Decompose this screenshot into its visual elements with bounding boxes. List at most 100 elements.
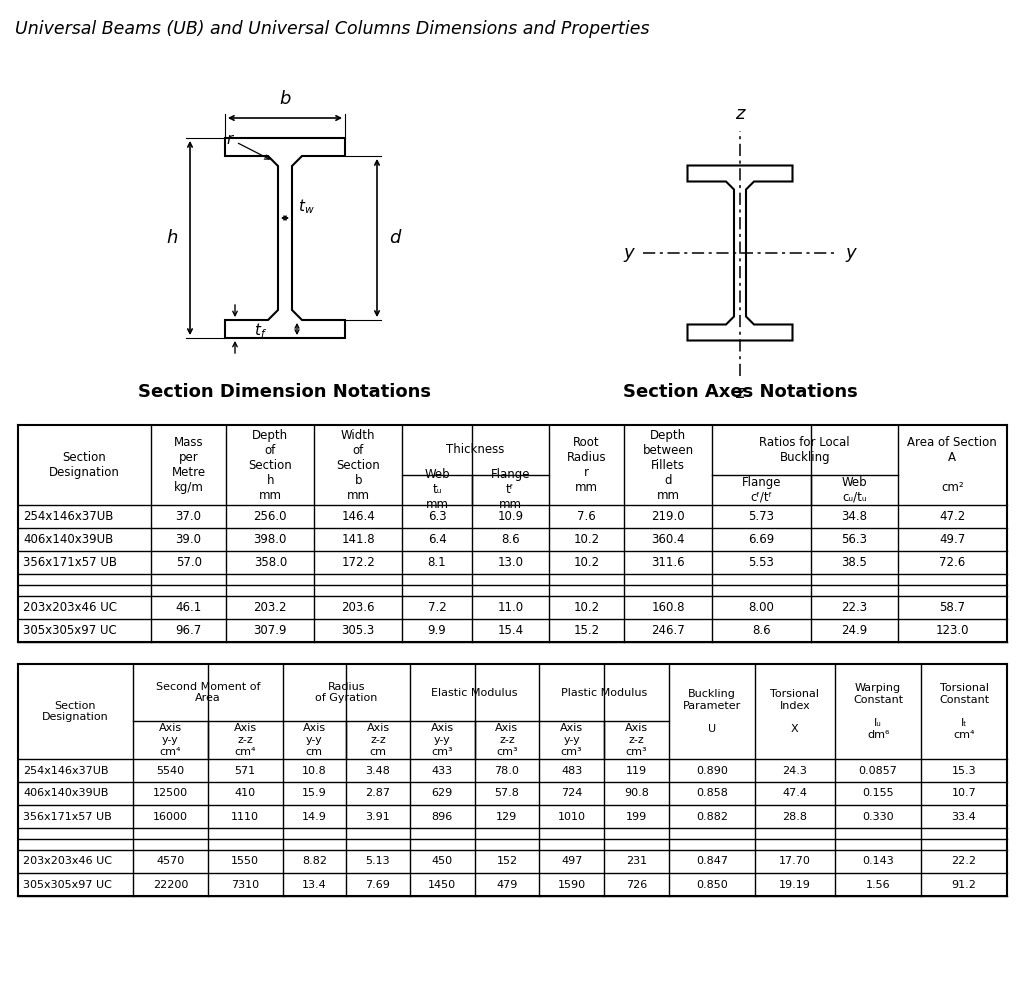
Text: 22.2: 22.2 [951, 856, 977, 866]
Text: Axis
z-z
cm: Axis z-z cm [367, 724, 389, 756]
Text: 7.2: 7.2 [428, 601, 446, 614]
Text: 203x203x46 UC: 203x203x46 UC [23, 601, 117, 614]
Text: 305x305x97 UC: 305x305x97 UC [23, 624, 117, 637]
Text: 724: 724 [561, 788, 583, 798]
Text: y: y [624, 244, 635, 262]
Text: Axis
y-y
cm³: Axis y-y cm³ [431, 724, 454, 756]
Text: 33.4: 33.4 [951, 811, 977, 821]
Text: 72.6: 72.6 [939, 556, 966, 569]
Text: 246.7: 246.7 [651, 624, 685, 637]
Text: 56.3: 56.3 [842, 533, 867, 546]
Text: t$_w$: t$_w$ [298, 198, 314, 216]
Text: 10.2: 10.2 [573, 556, 599, 569]
Text: 10.9: 10.9 [498, 510, 523, 523]
Text: 2.87: 2.87 [366, 788, 390, 798]
Text: t$_f$: t$_f$ [254, 321, 267, 340]
Text: 3.48: 3.48 [366, 765, 390, 775]
Text: 219.0: 219.0 [651, 510, 685, 523]
Text: 119: 119 [626, 765, 647, 775]
Text: 356x171x57 UB: 356x171x57 UB [23, 811, 112, 821]
Text: 38.5: 38.5 [842, 556, 867, 569]
Text: 49.7: 49.7 [939, 533, 966, 546]
Text: Axis
y-y
cm⁴: Axis y-y cm⁴ [159, 724, 182, 756]
Text: 15.2: 15.2 [573, 624, 599, 637]
Text: 9.9: 9.9 [428, 624, 446, 637]
Text: 24.3: 24.3 [782, 765, 807, 775]
Text: z: z [735, 105, 744, 123]
Text: 433: 433 [431, 765, 453, 775]
Text: Thickness: Thickness [446, 443, 505, 456]
Text: Torsional
Constant

Iₜ
cm⁴: Torsional Constant Iₜ cm⁴ [939, 684, 989, 740]
Text: 5540: 5540 [157, 765, 184, 775]
Text: 479: 479 [497, 879, 517, 889]
Text: 305.3: 305.3 [342, 624, 375, 637]
Text: Flange
cᶠ/tᶠ: Flange cᶠ/tᶠ [741, 476, 781, 504]
Text: 1450: 1450 [428, 879, 457, 889]
Text: 123.0: 123.0 [936, 624, 969, 637]
Text: 37.0: 37.0 [176, 510, 202, 523]
Text: 1590: 1590 [558, 879, 586, 889]
Text: 450: 450 [431, 856, 453, 866]
Text: 34.8: 34.8 [842, 510, 867, 523]
Text: Elastic Modulus: Elastic Modulus [431, 688, 518, 698]
Text: 10.8: 10.8 [302, 765, 327, 775]
Text: 8.6: 8.6 [501, 533, 519, 546]
Text: 47.2: 47.2 [939, 510, 966, 523]
Text: 8.82: 8.82 [302, 856, 327, 866]
Text: Buckling
Parameter

U: Buckling Parameter U [683, 689, 741, 734]
Text: 0.143: 0.143 [862, 856, 894, 866]
Text: Warping
Constant

Iᵤ
dm⁶: Warping Constant Iᵤ dm⁶ [853, 684, 903, 740]
Text: 497: 497 [561, 856, 583, 866]
Text: 398.0: 398.0 [254, 533, 287, 546]
Text: 57.8: 57.8 [495, 788, 519, 798]
Text: 96.7: 96.7 [175, 624, 202, 637]
Text: 6.69: 6.69 [749, 533, 774, 546]
Text: 141.8: 141.8 [341, 533, 375, 546]
Text: Plastic Modulus: Plastic Modulus [561, 688, 647, 698]
Text: 0.155: 0.155 [862, 788, 894, 798]
Text: Second Moment of
Area: Second Moment of Area [156, 682, 260, 704]
Text: 15.9: 15.9 [302, 788, 327, 798]
Text: 15.4: 15.4 [498, 624, 523, 637]
Text: Web
tᵤ
mm: Web tᵤ mm [424, 468, 450, 511]
Text: 19.19: 19.19 [779, 879, 811, 889]
Text: 410: 410 [234, 788, 256, 798]
Text: 15.3: 15.3 [951, 765, 976, 775]
Text: Depth
between
Fillets
d
mm: Depth between Fillets d mm [642, 428, 693, 502]
Text: 8.00: 8.00 [749, 601, 774, 614]
Text: 0.847: 0.847 [695, 856, 728, 866]
Text: 13.0: 13.0 [498, 556, 523, 569]
Text: 483: 483 [561, 765, 583, 775]
Text: 90.8: 90.8 [624, 788, 649, 798]
Text: 16000: 16000 [153, 811, 187, 821]
Text: 11.0: 11.0 [498, 601, 523, 614]
Text: 203x203x46 UC: 203x203x46 UC [23, 856, 112, 866]
Text: 1010: 1010 [558, 811, 586, 821]
Text: 172.2: 172.2 [341, 556, 375, 569]
Text: 203.2: 203.2 [254, 601, 287, 614]
Text: Section
Designation: Section Designation [49, 451, 120, 479]
Text: Axis
y-y
cm³: Axis y-y cm³ [560, 724, 584, 756]
Text: 160.8: 160.8 [651, 601, 685, 614]
Text: d: d [389, 229, 400, 247]
Text: Section
Designation: Section Designation [42, 701, 109, 723]
Text: 39.0: 39.0 [176, 533, 202, 546]
Text: 10.2: 10.2 [573, 533, 599, 546]
Text: 3.91: 3.91 [366, 811, 390, 821]
Text: 1110: 1110 [231, 811, 259, 821]
Text: 17.70: 17.70 [779, 856, 811, 866]
Text: 58.7: 58.7 [939, 601, 966, 614]
Text: Ratios for Local
Buckling: Ratios for Local Buckling [760, 436, 850, 464]
Text: 91.2: 91.2 [951, 879, 977, 889]
Text: 28.8: 28.8 [782, 811, 807, 821]
Text: Universal Beams (UB) and Universal Columns Dimensions and Properties: Universal Beams (UB) and Universal Colum… [15, 20, 649, 38]
Text: 146.4: 146.4 [341, 510, 375, 523]
Text: 726: 726 [626, 879, 647, 889]
Text: 0.0857: 0.0857 [859, 765, 897, 775]
Text: Section Dimension Notations: Section Dimension Notations [138, 383, 431, 401]
Text: 254x146x37UB: 254x146x37UB [23, 510, 114, 523]
Text: 7.6: 7.6 [577, 510, 596, 523]
Text: Depth
of
Section
h
mm: Depth of Section h mm [249, 428, 292, 502]
Text: 358.0: 358.0 [254, 556, 287, 569]
Text: 0.330: 0.330 [862, 811, 894, 821]
